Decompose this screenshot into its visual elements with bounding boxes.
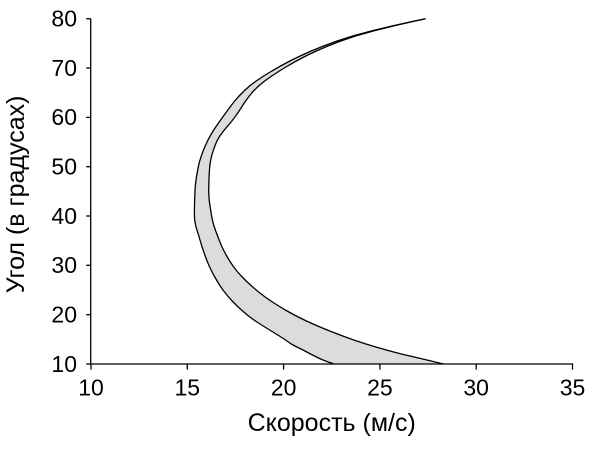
svg-text:50: 50 [51, 154, 77, 180]
svg-text:30: 30 [51, 252, 77, 278]
svg-text:30: 30 [463, 375, 489, 401]
svg-text:40: 40 [51, 203, 77, 229]
svg-text:Угол (в градусах): Угол (в градусах) [2, 96, 30, 294]
svg-text:80: 80 [51, 6, 77, 32]
svg-text:10: 10 [78, 375, 104, 401]
svg-text:10: 10 [51, 351, 77, 377]
svg-text:35: 35 [560, 375, 586, 401]
svg-text:25: 25 [367, 375, 393, 401]
svg-text:20: 20 [51, 302, 77, 328]
svg-text:60: 60 [51, 104, 77, 130]
svg-text:15: 15 [175, 375, 201, 401]
svg-text:Скорость (м/с): Скорость (м/с) [248, 409, 416, 437]
svg-text:20: 20 [271, 375, 297, 401]
svg-text:70: 70 [51, 55, 77, 81]
